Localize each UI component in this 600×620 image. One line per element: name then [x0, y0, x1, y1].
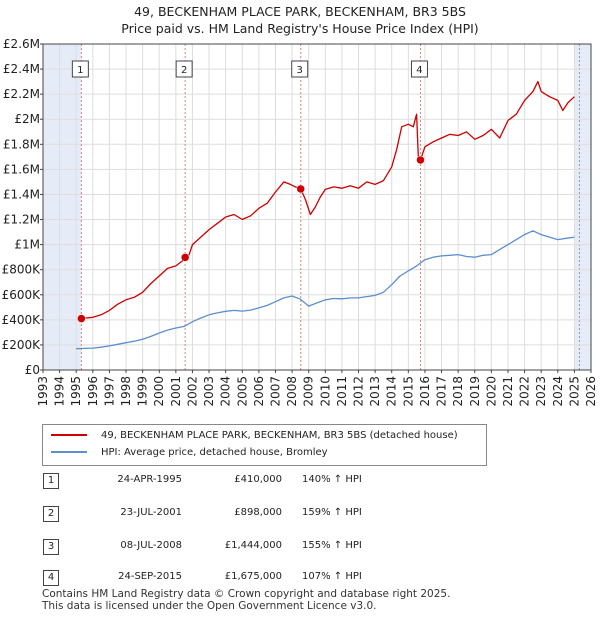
sale-label-1: 1 — [77, 65, 83, 76]
chart-title: 49, BECKENHAM PLACE PARK, BECKENHAM, BR3… — [0, 3, 600, 37]
sale-date: 08-JUL-2008 — [120, 540, 182, 551]
series-line-property — [81, 80, 575, 320]
sale-label-box-2 — [175, 60, 193, 78]
x-tick-label: 2005 — [235, 376, 249, 407]
x-tick-label: 2023 — [534, 376, 548, 407]
table-row: 3 08-JUL-2008 £1,444,000 155% ↑ HPI — [42, 536, 502, 558]
footer-licence: This data is licensed under the Open Gov… — [42, 600, 377, 612]
x-tick-label: 2021 — [501, 376, 515, 407]
x-tick-label: 2000 — [152, 376, 166, 407]
x-tick-label: 2016 — [418, 376, 432, 407]
x-tick-label: 2014 — [385, 376, 399, 407]
y-tick-label: £2.2M — [3, 87, 40, 101]
x-tick-label: 2018 — [451, 376, 465, 407]
price-chart: £0 £200K £400K £600K £800K £1M £1.2M £1.4M £1.6M… — [2, 37, 598, 407]
x-tick-label: 1999 — [136, 376, 150, 407]
sale-label-box-4 — [410, 60, 428, 78]
footer: Contains HM Land Registry data © Crown c… — [42, 588, 450, 612]
x-tick-label: 2019 — [468, 376, 482, 407]
x-tick-label: 1995 — [69, 376, 83, 407]
x-tick-label: 1997 — [102, 376, 116, 407]
x-tick-label: 2011 — [335, 376, 349, 407]
legend-item-hpi: HPI: Average price, detached house, Brom… — [51, 445, 328, 461]
y-tick-label: £800K — [2, 263, 42, 277]
x-tick-label: 2007 — [268, 376, 282, 407]
x-tick-label: 1996 — [86, 376, 100, 407]
table-row: 2 23-JUL-2001 £898,000 159% ↑ HPI — [42, 503, 502, 525]
y-tick-label: £400K — [2, 313, 42, 327]
sale-point-3 — [296, 184, 305, 194]
x-tick-label: 2006 — [252, 376, 266, 407]
x-tick-label: 2013 — [368, 376, 382, 407]
x-tick-label: 2022 — [518, 376, 532, 407]
x-tick-label: 1993 — [36, 376, 50, 407]
legend: 49, BECKENHAM PLACE PARK, BECKENHAM, BR3… — [42, 424, 487, 466]
sale-label-box-3 — [291, 60, 309, 78]
x-tick-label: 2004 — [219, 376, 233, 407]
y-tick-label: £1.6M — [3, 162, 40, 176]
sale-number-badge: 2 — [43, 506, 59, 522]
series-line-hpi — [76, 230, 575, 350]
sale-point-4 — [416, 155, 425, 165]
x-tick-label: 2009 — [302, 376, 316, 407]
x-tick-label: 2026 — [584, 376, 598, 407]
y-tick-label: £600K — [2, 288, 42, 302]
x-tick-label: 2012 — [352, 376, 366, 407]
x-tick-label: 1998 — [119, 376, 133, 407]
x-tick-label: 2001 — [169, 376, 183, 407]
x-tick-label: 2025 — [567, 376, 581, 407]
x-tick-label: 2002 — [185, 376, 199, 407]
sale-price: £410,000 — [234, 474, 282, 485]
legend-item-property: 49, BECKENHAM PLACE PARK, BECKENHAM, BR3… — [51, 428, 458, 444]
sale-date: 24-SEP-2015 — [118, 571, 182, 582]
y-tick-label: £200K — [2, 338, 42, 352]
sale-hpi-change: 107% ↑ HPI — [302, 571, 362, 582]
x-tick-label: 2008 — [285, 376, 299, 407]
x-tick-label: 2015 — [401, 376, 415, 407]
y-tick-label: £2.6M — [3, 37, 40, 51]
legend-swatch-property — [51, 434, 87, 436]
sale-number-badge: 4 — [43, 570, 59, 586]
sale-number-badge: 1 — [43, 473, 59, 489]
y-tick-label: £1.8M — [3, 137, 40, 151]
sale-date: 24-APR-1995 — [117, 474, 182, 485]
x-tick-label: 2020 — [484, 376, 498, 407]
sale-label-box-1 — [71, 60, 89, 78]
y-tick-label: £0 — [25, 363, 40, 377]
sale-hpi-change: 140% ↑ HPI — [302, 474, 362, 485]
shaded-range — [574, 44, 591, 370]
legend-label-hpi: HPI: Average price, detached house, Brom… — [101, 447, 328, 458]
sale-hpi-change: 155% ↑ HPI — [302, 540, 362, 551]
footer-copyright: Contains HM Land Registry data © Crown c… — [42, 588, 451, 600]
legend-label-property: 49, BECKENHAM PLACE PARK, BECKENHAM, BR3… — [101, 430, 458, 441]
sale-label-3: 3 — [297, 65, 303, 76]
sale-point-2 — [180, 253, 190, 262]
sale-hpi-change: 159% ↑ HPI — [302, 507, 362, 518]
sale-price: £1,675,000 — [224, 571, 282, 582]
y-tick-label: £2.4M — [3, 62, 40, 76]
x-tick-label: 2024 — [551, 376, 565, 407]
sale-label-2: 2 — [181, 65, 187, 76]
shaded-range — [43, 44, 82, 370]
sale-price: £1,444,000 — [224, 540, 282, 551]
x-tick-label: 2010 — [318, 376, 332, 407]
sale-point-1 — [77, 314, 86, 323]
sale-price: £898,000 — [234, 507, 282, 518]
chart-title-line2: Price paid vs. HM Land Registry's House … — [121, 21, 479, 36]
chart-title-line1: 49, BECKENHAM PLACE PARK, BECKENHAM, BR3… — [134, 4, 466, 19]
x-tick-label: 2003 — [202, 376, 216, 407]
y-tick-label: £1.2M — [3, 213, 40, 227]
legend-swatch-hpi — [51, 451, 87, 453]
table-row: 1 24-APR-1995 £410,000 140% ↑ HPI — [42, 470, 502, 492]
sale-number-badge: 3 — [43, 539, 59, 555]
x-tick-label: 1994 — [53, 376, 67, 407]
x-tick-label: 2017 — [435, 376, 449, 407]
table-row: 4 24-SEP-2015 £1,675,000 107% ↑ HPI — [42, 567, 502, 589]
y-tick-label: £1M — [14, 238, 40, 252]
y-tick-label: £2M — [14, 112, 40, 126]
sale-label-4: 4 — [416, 65, 422, 76]
plot-frame — [42, 43, 592, 371]
y-tick-label: £1.4M — [3, 187, 40, 201]
sale-date: 23-JUL-2001 — [120, 507, 182, 518]
